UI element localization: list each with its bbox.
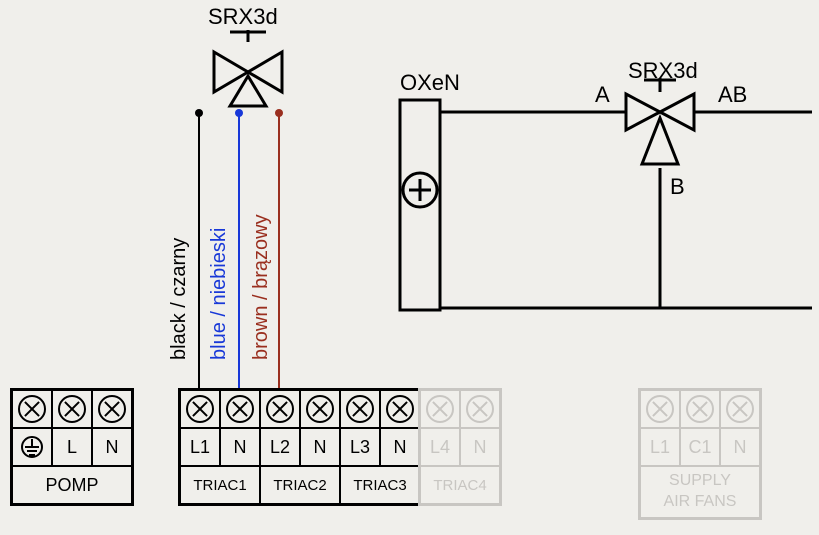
triac-active-block: L1NL2NL3NTRIAC1TRIAC2TRIAC3	[178, 388, 422, 506]
terminal-cell	[180, 390, 220, 428]
terminal-cell: N	[300, 428, 340, 466]
screw-terminal-icon	[226, 395, 254, 423]
ground-icon	[20, 435, 44, 459]
terminal-cell	[92, 390, 132, 428]
terminal-cell	[640, 390, 680, 428]
terminal-cell: TRIAC3	[340, 466, 420, 504]
terminal-cell	[52, 390, 92, 428]
terminal-cell: L4	[420, 428, 460, 466]
terminal-cell	[260, 390, 300, 428]
terminal-cell	[300, 390, 340, 428]
screw-terminal-icon	[426, 395, 454, 423]
terminal-cell: N	[720, 428, 760, 466]
screw-terminal-icon	[466, 395, 494, 423]
supply-block: L1C1NSUPPLYAIR FANS	[638, 388, 762, 520]
terminal-cell: N	[460, 428, 500, 466]
screw-terminal-icon	[58, 395, 86, 423]
terminal-cell: N	[92, 428, 132, 466]
terminal-cell	[720, 390, 760, 428]
terminal-cell: L	[52, 428, 92, 466]
terminal-cell: N	[220, 428, 260, 466]
screw-terminal-icon	[306, 395, 334, 423]
terminal-cell: TRIAC2	[260, 466, 340, 504]
screw-terminal-icon	[266, 395, 294, 423]
terminal-cell: L3	[340, 428, 380, 466]
terminal-cell: L1	[180, 428, 220, 466]
terminal-cell	[340, 390, 380, 428]
screw-terminal-icon	[646, 395, 674, 423]
terminal-cell	[12, 390, 52, 428]
pomp-block: LNPOMP	[10, 388, 134, 506]
screw-terminal-icon	[186, 395, 214, 423]
terminal-cell: L1	[640, 428, 680, 466]
screw-terminal-icon	[386, 395, 414, 423]
terminal-cell: L2	[260, 428, 300, 466]
triac-faded-block: L4NTRIAC4	[418, 388, 502, 506]
terminal-cell: TRIAC4	[420, 466, 500, 504]
terminal-cell	[380, 390, 420, 428]
terminal-cell	[680, 390, 720, 428]
screw-terminal-icon	[18, 395, 46, 423]
screw-terminal-icon	[726, 395, 754, 423]
terminal-cell	[12, 428, 52, 466]
screw-terminal-icon	[686, 395, 714, 423]
screw-terminal-icon	[346, 395, 374, 423]
terminal-cell	[220, 390, 260, 428]
right-schematic	[0, 0, 819, 340]
terminal-cell: TRIAC1	[180, 466, 260, 504]
pomp-footer: POMP	[12, 466, 132, 504]
screw-terminal-icon	[98, 395, 126, 423]
terminal-cell	[460, 390, 500, 428]
terminal-cell: N	[380, 428, 420, 466]
terminal-cell	[420, 390, 460, 428]
terminal-cell: C1	[680, 428, 720, 466]
supply-footer: SUPPLYAIR FANS	[640, 466, 760, 518]
